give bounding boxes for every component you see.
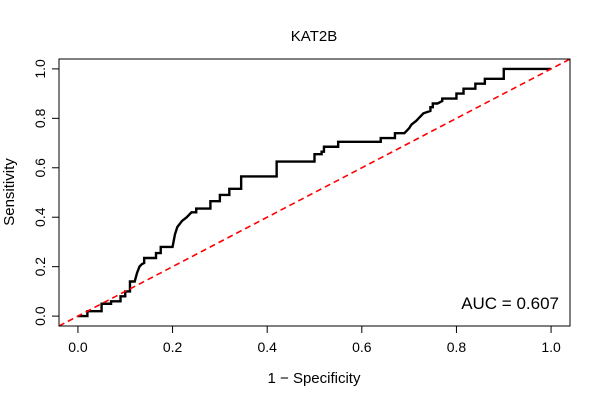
y-axis-label: Sensitivity [1, 158, 18, 226]
x-axis: 0.0 0.2 0.4 0.6 0.8 1.0 [68, 325, 561, 355]
x-tick-label: 0.2 [163, 339, 183, 355]
y-tick-label: 0.4 [32, 207, 48, 227]
x-tick-label: 0.6 [352, 339, 372, 355]
x-axis-label: 1 − Specificity [268, 370, 361, 387]
chart-title: KAT2B [291, 28, 337, 45]
y-tick-label: 1.0 [32, 59, 48, 79]
x-tick-label: 0.0 [68, 339, 88, 355]
y-tick-label: 0.6 [32, 158, 48, 178]
roc-curve-line [77, 67, 552, 318]
x-tick-label: 0.8 [447, 339, 467, 355]
x-tick-label: 0.4 [257, 339, 277, 355]
x-tick-label: 1.0 [541, 339, 561, 355]
y-tick-label: 0.0 [32, 306, 48, 326]
auc-annotation: AUC = 0.607 [461, 294, 559, 313]
reference-diagonal-line [59, 59, 570, 326]
series-layer [59, 59, 570, 326]
y-tick-label: 0.2 [32, 257, 48, 277]
y-axis: 0.0 0.2 0.4 0.6 0.8 1.0 [32, 59, 60, 326]
y-tick-label: 0.8 [32, 108, 48, 128]
